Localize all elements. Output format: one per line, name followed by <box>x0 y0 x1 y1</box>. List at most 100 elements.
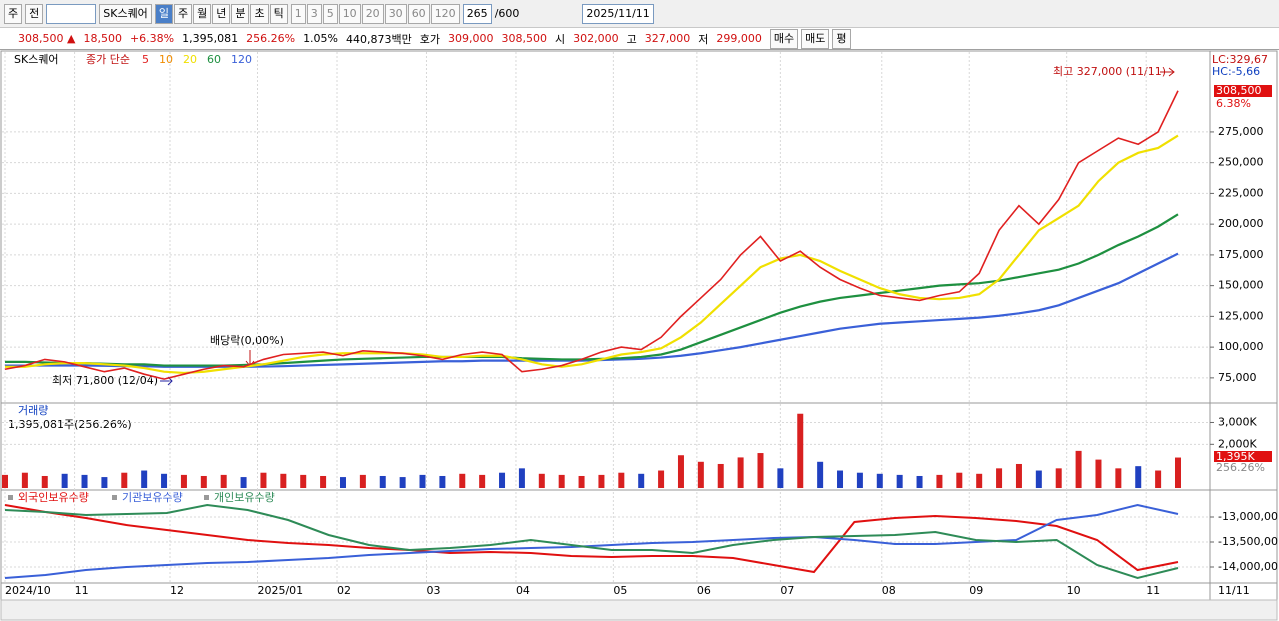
amount: 440,873백만 <box>346 32 412 46</box>
series-line <box>5 252 1179 368</box>
date[interactable]: 2025/11/11 <box>582 3 654 24</box>
change-rate: +6.38% <box>129 32 175 45</box>
y-tick-label: 175,000 <box>1218 248 1264 261</box>
interval-button[interactable]: 30 <box>384 3 407 24</box>
volume-bar <box>220 474 227 488</box>
bid-label: 호가 <box>419 32 440 46</box>
current-rate: 6.38% <box>1216 97 1251 110</box>
volume-bar <box>81 474 88 488</box>
y-tick-label: 250,000 <box>1218 156 1264 169</box>
volume-bar <box>1035 470 1042 488</box>
volume-bar <box>300 474 307 488</box>
volume-bar <box>837 470 844 488</box>
volume-bar <box>280 473 287 488</box>
interval-button[interactable]: 120 <box>430 3 460 24</box>
turnover: 1.05% <box>303 32 339 45</box>
volume-bar <box>658 470 665 488</box>
volume-rate: 256.26% <box>246 32 296 45</box>
legend-entry: 60 <box>207 53 221 66</box>
y-tick-label: 225,000 <box>1218 186 1264 199</box>
legend-label: 종가 단순 <box>86 53 130 66</box>
volume-bar <box>598 474 605 488</box>
series-line <box>4 503 1179 579</box>
market[interactable]: 주 <box>4 3 23 24</box>
volume-bar <box>976 473 983 488</box>
volume-bar <box>856 472 863 488</box>
bid: 308,500 <box>501 32 548 45</box>
interval-button[interactable]: 3 <box>306 3 322 24</box>
period-button[interactable]: 초 <box>250 3 269 24</box>
x-tick-label: 06 <box>697 584 711 597</box>
volume-bar <box>439 475 446 488</box>
volume-bar <box>757 453 764 488</box>
period-button[interactable]: 틱 <box>269 3 288 24</box>
interval-button[interactable]: 1 <box>290 3 306 24</box>
x-tick-label: 2025/01 <box>257 584 303 597</box>
order-button[interactable]: 매도 <box>801 28 830 49</box>
period-button[interactable]: 분 <box>231 3 250 24</box>
series-line <box>5 134 1179 375</box>
legend-swatch <box>112 495 117 500</box>
price-tag <box>1214 85 1272 97</box>
period-button[interactable]: 일 <box>154 3 173 24</box>
low: 299,000 <box>716 32 762 45</box>
frame <box>0 50 1278 601</box>
count[interactable]: 265 <box>462 3 492 24</box>
stock-name[interactable]: SK스퀘어 <box>99 3 152 24</box>
legend-entry: 기관보유수량 <box>122 491 183 504</box>
legend-name: SK스퀘어 <box>14 53 59 66</box>
hc: HC:-5,66 <box>1212 65 1260 78</box>
mode[interactable]: 전 <box>25 3 44 24</box>
volume-bar <box>1155 470 1162 488</box>
volume-bar <box>1115 468 1122 488</box>
volume-bar <box>797 413 804 488</box>
volume-bar <box>1075 450 1082 488</box>
interval-button[interactable]: 20 <box>361 3 384 24</box>
x-tick-label: 11 <box>1146 584 1160 597</box>
period-button[interactable]: 월 <box>193 3 212 24</box>
volume-bar <box>996 468 1003 488</box>
volume-bar <box>817 461 824 488</box>
legend-swatch <box>204 495 209 500</box>
price: 308,500 ▲ <box>18 32 76 45</box>
high: 327,000 <box>644 32 691 45</box>
high-note: 최고 327,000 (11/11) <box>1053 65 1166 78</box>
period-button[interactable]: 년 <box>212 3 231 24</box>
volume-title: 거래량 <box>18 404 48 417</box>
series-line <box>5 213 1179 367</box>
scrollbar[interactable] <box>0 599 1278 621</box>
order-button[interactable]: 평 <box>832 28 851 49</box>
interval-button[interactable]: 5 <box>322 3 338 24</box>
dividend-note: 배당락(0,00%) <box>210 334 284 347</box>
legend-swatch <box>8 495 13 500</box>
x-tick-label: 04 <box>516 584 530 597</box>
lc: LC:329,67 <box>1212 53 1268 66</box>
order-button[interactable]: 매수 <box>769 28 799 49</box>
volume-bar <box>240 477 247 488</box>
volume-bar <box>618 472 625 488</box>
volume-bar <box>459 473 466 488</box>
volume-bar <box>161 473 168 488</box>
x-tick-label: 07 <box>780 584 794 597</box>
code[interactable]: 402340 <box>46 3 97 24</box>
volume-bar <box>359 474 366 488</box>
info-bar: 308,500 ▲ 18,500 +6.38% 1,395,081 256.26… <box>0 28 1279 50</box>
open-label: 시 <box>555 32 566 46</box>
volume-bar <box>876 473 883 488</box>
volume: 1,395,081 <box>182 32 239 45</box>
interval-button[interactable]: 60 <box>407 3 430 24</box>
volume-bar <box>121 472 128 488</box>
volume-bar <box>399 477 406 488</box>
y-tick-label: -13,000,00 <box>1218 510 1278 523</box>
volume-bar <box>956 472 963 488</box>
low-note: 최저 71,800 (12/04) <box>52 374 158 387</box>
x-tick-label: 11 <box>75 584 89 597</box>
bid: 309,000 <box>448 32 494 45</box>
volume-bar <box>1015 463 1022 488</box>
y-tick-label: 150,000 <box>1218 279 1264 292</box>
volume-bar <box>697 461 704 488</box>
period-button[interactable]: 주 <box>173 3 193 24</box>
volume-bar <box>538 473 545 488</box>
interval-button[interactable]: 10 <box>338 3 361 24</box>
volume-current: 1,395K <box>1216 450 1255 463</box>
